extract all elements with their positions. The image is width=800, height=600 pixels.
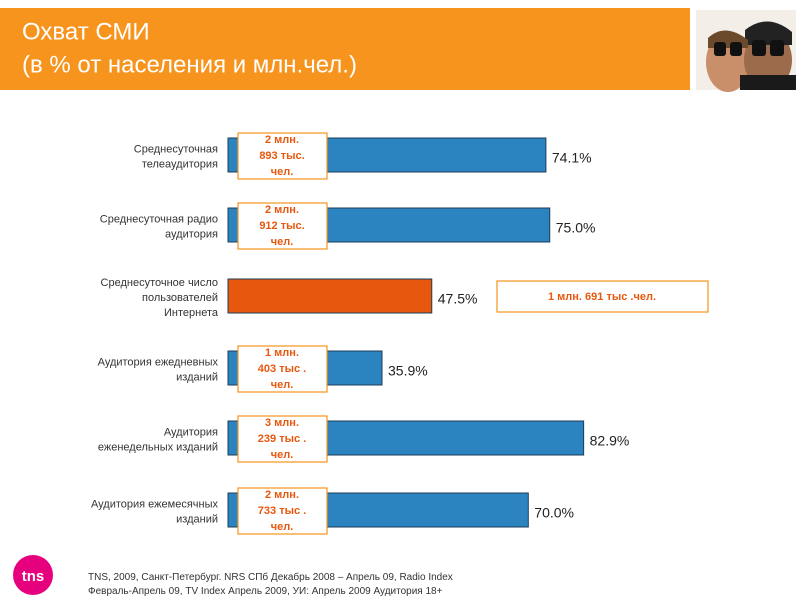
annotation: 1 млн. 691 тыс .чел.	[548, 291, 656, 303]
annotation-box	[237, 345, 328, 393]
annotation: 2 млн. 733 тыс . чел.	[258, 489, 306, 533]
value-label: 75.0%	[556, 220, 596, 236]
annotation: 3 млн. 239 тыс . чел.	[258, 417, 306, 461]
source-note: TNS, 2009, Санкт-Петербург. NRS СПб Дека…	[88, 571, 453, 597]
value-label: 47.5%	[438, 291, 478, 307]
category-label: Среднесуточная радио аудитория	[100, 213, 218, 240]
annotation-box	[237, 487, 328, 535]
header-band	[0, 8, 690, 90]
bar	[227, 278, 433, 314]
annotation: 2 млн. 893 тыс. чел.	[259, 134, 304, 178]
category-label: Среднесуточная телеаудитория	[134, 143, 218, 170]
chart-subtitle: (в % от населения и млн.чел.)	[22, 51, 357, 78]
logo-badge	[13, 555, 53, 595]
annotation: 2 млн. 912 тыс. чел.	[259, 204, 304, 248]
annotation-box	[237, 202, 328, 250]
annotation-box	[237, 132, 328, 180]
value-label: 70.0%	[534, 505, 574, 521]
annotation-box	[237, 415, 328, 463]
category-label: Аудитория ежедневных изданий	[98, 356, 219, 383]
chart-title: Охват СМИ	[22, 18, 150, 45]
category-label: Аудитория ежемесячных изданий	[91, 498, 219, 525]
value-label: 35.9%	[388, 363, 428, 379]
annotation-box	[496, 280, 709, 313]
category-label: Среднесуточное число пользователей Интерне…	[101, 277, 219, 319]
value-label: 82.9%	[590, 433, 630, 449]
category-label: Аудитория еженедельных изданий	[98, 426, 218, 453]
photo	[696, 10, 796, 92]
value-label: 74.1%	[552, 150, 592, 166]
annotation: 1 млн. 403 тыс . чел.	[258, 347, 306, 391]
logo: tns	[22, 568, 45, 585]
